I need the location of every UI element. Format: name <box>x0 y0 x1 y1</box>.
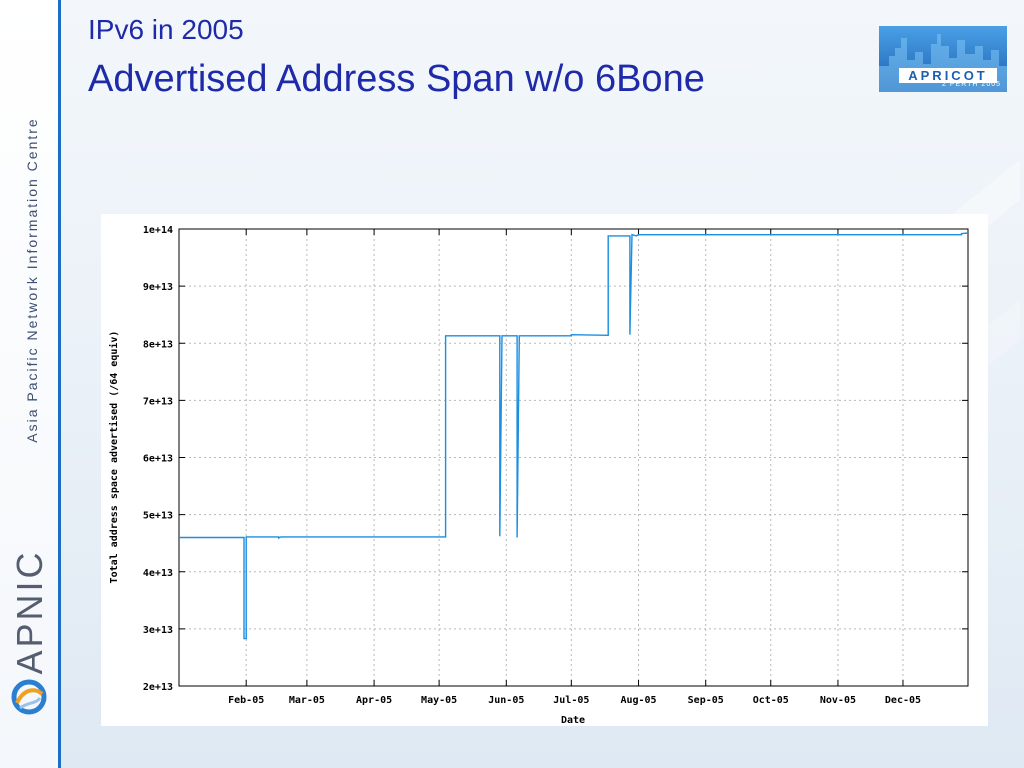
x-tick-label: Oct-05 <box>753 695 789 706</box>
apricot-logo-icon: APRICOT 2 PERTH 2005 <box>879 26 1007 92</box>
y-tick-label: 8e+13 <box>143 339 173 350</box>
x-axis-label: Date <box>561 715 585 726</box>
chart-panel: 2e+13 3e+13 4e+13 5e+13 6e+13 7e+13 8e+13 9e+13… <box>101 214 988 726</box>
y-tick-label: 9e+13 <box>143 282 173 293</box>
x-tick-label: Dec-05 <box>885 695 921 706</box>
y-axis-label: Total address space advertised (/64 equi… <box>108 331 120 584</box>
slide-title: Advertised Address Span w/o 6Bone <box>88 58 705 100</box>
x-tick-label: May-05 <box>421 695 457 706</box>
address-span-chart: 2e+13 3e+13 4e+13 5e+13 6e+13 7e+13 8e+13 9e+13… <box>108 225 969 726</box>
apricot-logo-tagline: 2 PERTH 2005 <box>942 81 1001 88</box>
apnic-wordmark: APNIC <box>9 549 50 675</box>
address-span-series-line <box>179 232 969 640</box>
sidebar-divider <box>58 0 61 768</box>
y-tick-label: 6e+13 <box>143 454 173 465</box>
x-tick-label: Feb-05 <box>228 695 264 706</box>
x-tick-label: Aug-05 <box>620 695 656 706</box>
x-tick-label: Sep-05 <box>688 695 724 706</box>
x-tick-label: Jun-05 <box>488 695 524 706</box>
y-tick-label: 2e+13 <box>143 682 173 693</box>
apnic-logo-icon <box>11 679 47 715</box>
x-tick-label: Apr-05 <box>356 695 392 706</box>
x-tick-label: Mar-05 <box>289 695 325 706</box>
slide-subtitle: IPv6 in 2005 <box>88 14 244 45</box>
sidebar: Asia Pacific Network Information Centre … <box>0 0 58 768</box>
y-tick-label: 3e+13 <box>143 625 173 636</box>
y-tick-label: 7e+13 <box>143 396 173 407</box>
y-tick-label: 1e+14 <box>143 225 173 236</box>
y-tick-label: 4e+13 <box>143 568 173 579</box>
x-tick-label: Nov-05 <box>820 695 856 706</box>
x-tick-label: Jul-05 <box>553 695 589 706</box>
y-tick-label: 5e+13 <box>143 511 173 522</box>
apricot-logo-text: APRICOT <box>899 68 997 83</box>
organization-name: Asia Pacific Network Information Centre <box>24 117 40 443</box>
